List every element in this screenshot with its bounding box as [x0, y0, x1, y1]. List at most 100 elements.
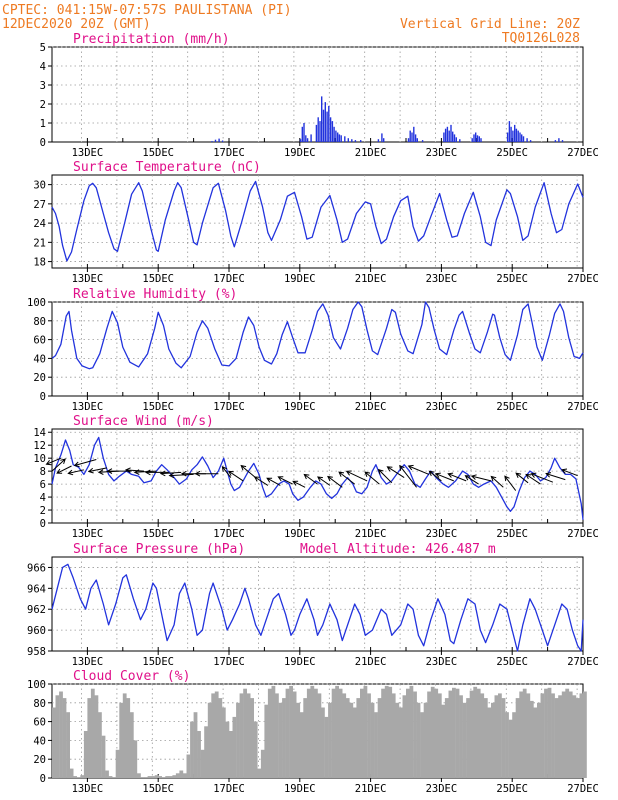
- cloud-bar: [558, 695, 562, 778]
- cloud-bar: [236, 702, 240, 778]
- precipitation-bar: [508, 121, 511, 142]
- pressure-ytick-label: 966: [27, 562, 46, 574]
- cloud-bar: [473, 686, 478, 778]
- cloud-bar: [190, 721, 194, 778]
- wind-vector-arrow: [377, 468, 393, 484]
- cloud-bar: [483, 698, 488, 778]
- cloud-bar: [367, 693, 371, 778]
- cloud-ytick-label: 20: [33, 754, 46, 766]
- cloud-bar: [108, 776, 113, 778]
- wind-vector-arrow: [277, 476, 293, 485]
- precipitation-bar: [409, 130, 411, 142]
- precipitation-bar: [561, 140, 564, 142]
- wind-vector-arrow: [399, 464, 417, 488]
- temperature-series-line: [51, 180, 584, 262]
- wind-vector-arrow: [124, 467, 145, 474]
- cloud-xtick-label: 13DEC: [72, 783, 104, 795]
- precipitation-bar: [453, 134, 456, 142]
- cloud-bar: [476, 688, 481, 778]
- cloud-bar: [352, 707, 357, 778]
- cloud-bar: [568, 691, 573, 778]
- cloud-bar: [501, 698, 506, 778]
- cloud-bar: [310, 685, 315, 778]
- cloud-bar: [62, 698, 67, 778]
- pressure-xtick-label: 17DEC: [213, 656, 245, 668]
- cloud-bar: [211, 693, 216, 778]
- cloud-bar: [275, 693, 279, 778]
- humidity-series-line: [51, 301, 584, 370]
- pressure-xtick-label: 15DEC: [142, 656, 174, 668]
- precipitation-bar: [317, 117, 319, 142]
- precipitation-xtick-label: 13DEC: [72, 147, 104, 159]
- precipitation-title: Precipitation (mm/h): [73, 32, 230, 47]
- cloud-bar: [264, 704, 269, 778]
- wind-vector-arrow: [87, 467, 107, 474]
- precipitation-bar: [476, 135, 479, 142]
- humidity-ytick-label: 80: [33, 316, 46, 328]
- cloud-bar: [430, 686, 435, 778]
- cloud-bar: [115, 749, 120, 778]
- cloud-bar: [452, 687, 456, 778]
- cloud-bar: [494, 695, 499, 778]
- wind-vector-arrow: [545, 472, 566, 481]
- wind-ytick-label: 12: [33, 440, 46, 452]
- precipitation-bar: [554, 140, 557, 142]
- cloud-bar: [413, 691, 417, 778]
- precipitation-bar: [512, 130, 514, 142]
- cloud-bar: [466, 698, 470, 778]
- precipitation-bar: [522, 136, 525, 142]
- precipitation-bar: [510, 126, 512, 142]
- wind-vector-arrow: [317, 476, 331, 486]
- cloud-bar: [321, 707, 325, 778]
- cloud-bar: [572, 695, 577, 778]
- pressure-xtick-label: 13DEC: [72, 656, 104, 668]
- precipitation-bar: [221, 140, 224, 142]
- precipitation-bar: [306, 138, 309, 142]
- precipitation-bar: [514, 124, 516, 142]
- precipitation-bar: [480, 138, 482, 142]
- cloud-bar: [83, 731, 88, 778]
- cloud-bar: [229, 731, 233, 778]
- precipitation-bar: [305, 135, 307, 142]
- temperature-xtick-label: 27DEC: [567, 273, 599, 285]
- humidity-xtick-label: 13DEC: [72, 401, 104, 413]
- temperature-ytick-label: 24: [33, 218, 46, 230]
- wind-vector-arrow: [159, 470, 182, 477]
- humidity-ytick-label: 40: [33, 353, 46, 365]
- cloud-bar: [253, 721, 258, 778]
- cloud-bar: [381, 688, 385, 778]
- wind-vector-arrow: [253, 476, 269, 486]
- cloud-bar: [515, 698, 520, 778]
- cloud-bar: [200, 749, 205, 778]
- humidity-xtick-label: 27DEC: [567, 401, 599, 413]
- wind-vector-arrow: [56, 465, 72, 474]
- wind-vector-arrow: [447, 472, 467, 482]
- humidity-ytick-label: 60: [33, 335, 46, 347]
- cloud-bar: [459, 695, 463, 778]
- cloud-bar: [356, 698, 361, 778]
- temperature-xtick-label: 13DEC: [72, 273, 104, 285]
- precipitation-bar: [475, 132, 477, 142]
- precipitation-xtick-label: 27DEC: [567, 147, 599, 159]
- cloud-bar: [480, 693, 485, 778]
- precipitation-bar: [413, 126, 415, 142]
- precipitation-bar: [360, 140, 362, 142]
- temperature-title: Surface Temperature (nC): [73, 160, 261, 175]
- precipitation-ytick-label: 4: [40, 61, 46, 73]
- wind-vector-arrow: [386, 466, 405, 479]
- cloud-bar: [126, 698, 131, 778]
- cloud-bar: [434, 688, 439, 778]
- wind-ytick-label: 2: [40, 505, 46, 517]
- pressure-xtick-label: 25DEC: [496, 656, 528, 668]
- precipitation-bar: [337, 132, 339, 142]
- precipitation-bar: [526, 138, 528, 142]
- cloud-bar: [172, 775, 177, 778]
- wind-vector-arrow: [364, 471, 380, 485]
- cloud-bar: [69, 768, 74, 778]
- precipitation-bar: [515, 128, 518, 142]
- cloud-bar: [271, 685, 276, 778]
- precipitation-bar: [214, 139, 217, 142]
- precipitation-bar: [517, 130, 519, 142]
- cloud-bar: [165, 776, 170, 778]
